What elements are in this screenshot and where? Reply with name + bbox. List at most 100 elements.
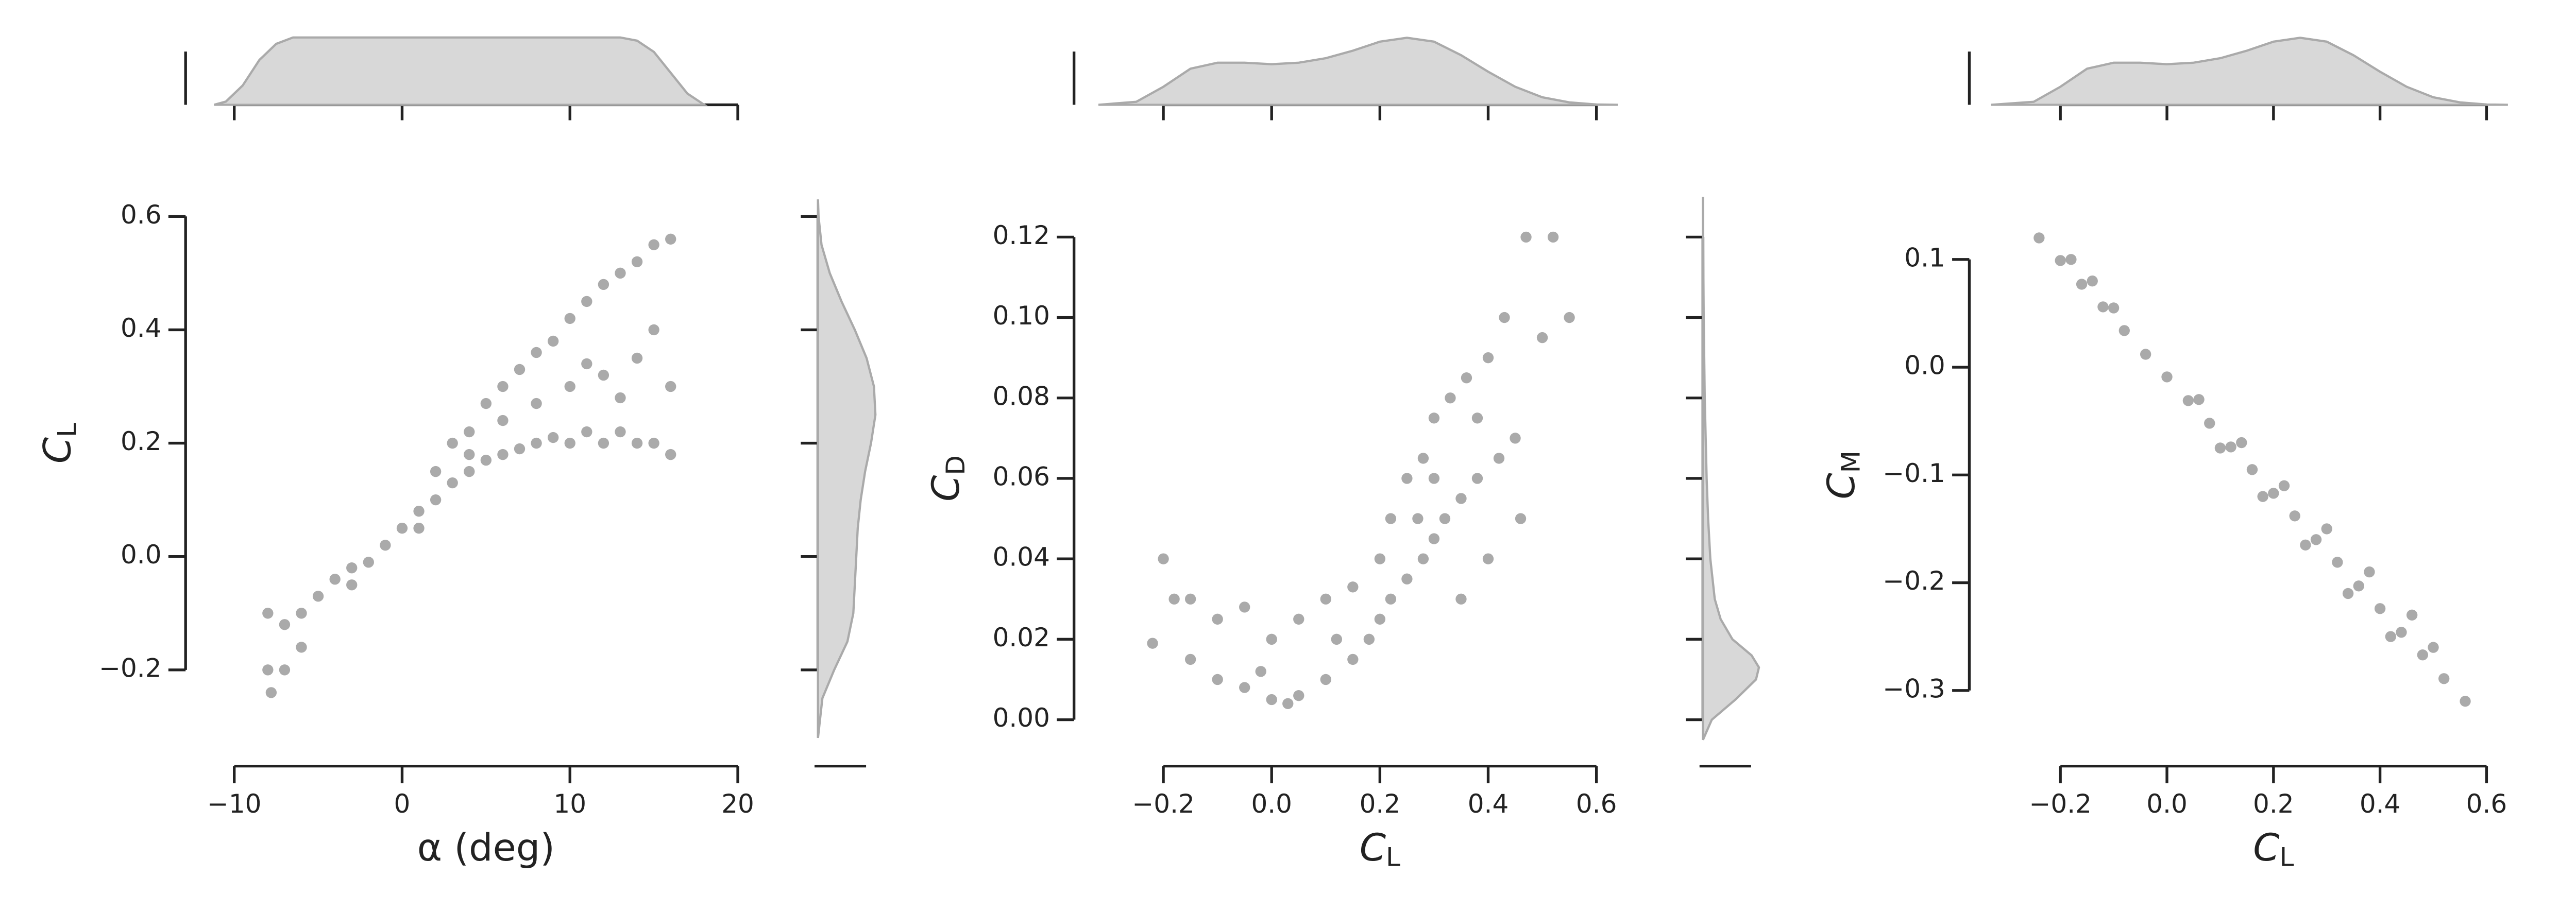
scatter-point	[564, 381, 575, 392]
y-tick-label: 0.04	[993, 542, 1050, 572]
scatter-point	[480, 454, 492, 466]
scatter-point	[1212, 674, 1223, 685]
scatter-point	[665, 449, 676, 460]
scatter-point	[464, 426, 475, 438]
scatter-point	[2460, 696, 2471, 707]
x-tick-label: 0.6	[1576, 789, 1617, 819]
ylabel-label-base: C	[36, 437, 80, 463]
scatter-point	[497, 415, 509, 426]
scatter-point	[1401, 573, 1413, 585]
scatter-point	[1239, 682, 1250, 693]
scatter-point	[547, 335, 559, 347]
scatter-point	[1266, 633, 1277, 645]
scatter-point	[2268, 488, 2279, 499]
x-tick-label: −0.2	[1132, 789, 1194, 819]
xlabel-label-base: C	[2253, 826, 2279, 870]
scatter-point	[615, 426, 626, 438]
scatter-point	[1445, 392, 1456, 404]
scatter-point	[1412, 513, 1423, 524]
scatter-point	[1515, 513, 1527, 524]
marginal-x-kde	[214, 36, 708, 106]
scatter-point	[2364, 566, 2375, 578]
scatter-point	[1520, 231, 1532, 243]
scatter-point	[2108, 302, 2120, 314]
scatter-point	[2097, 301, 2109, 313]
scatter-point	[2087, 275, 2098, 287]
scatter-point	[1282, 698, 1294, 709]
scatter-point	[480, 398, 492, 409]
scatter-point	[1439, 513, 1451, 524]
scatter-point	[1428, 473, 1440, 484]
scatter-point	[2214, 442, 2226, 454]
scatter-point	[2342, 588, 2354, 599]
scatter-point	[1510, 433, 1521, 444]
scatter-point	[363, 557, 374, 568]
scatter-point	[1184, 654, 1196, 665]
scatter-point	[531, 398, 542, 409]
scatter-point	[1239, 601, 1250, 613]
scatter-point	[430, 494, 442, 506]
scatter-point	[1374, 613, 1386, 625]
xlabel-label: α (deg)	[417, 826, 555, 870]
scatter-point	[598, 279, 609, 290]
x-tick-label: 0.4	[1468, 789, 1509, 819]
marginal-y-kde	[817, 199, 877, 738]
scatter-point	[2161, 371, 2173, 383]
scatter-point	[1320, 593, 1331, 605]
scatter-point	[1471, 473, 1483, 484]
scatter-point	[1401, 473, 1413, 484]
scatter-point	[564, 437, 575, 449]
scatter-point	[2353, 580, 2364, 592]
scatter-point	[380, 540, 391, 551]
y-tick-label: 0.10	[993, 301, 1050, 331]
scatter-point	[296, 608, 307, 619]
scatter-point	[514, 443, 526, 455]
y-tick-label: −0.2	[1883, 566, 1945, 596]
y-tick-label: 0.0	[121, 540, 162, 570]
scatter-point	[1493, 453, 1505, 464]
scatter-point	[2438, 673, 2450, 684]
scatter-point	[1374, 553, 1386, 564]
scatter-point	[329, 574, 341, 585]
scatter-point	[531, 347, 542, 358]
scatter-point	[2396, 627, 2407, 638]
scatter-point	[665, 233, 676, 245]
scatter-point	[1212, 613, 1223, 625]
scatter-point	[1417, 553, 1429, 564]
xlabel-label-sub: L	[2279, 842, 2294, 872]
scatter-point	[2310, 534, 2322, 545]
y-tick-label: −0.2	[99, 653, 161, 683]
scatter-point	[346, 579, 358, 591]
scatter-point	[1499, 312, 1510, 323]
scatter-point	[265, 687, 277, 698]
y-tick-label: 0.4	[121, 313, 162, 343]
scatter-point	[1417, 453, 1429, 464]
y-tick-label: 0.2	[121, 426, 162, 456]
x-tick-label: 20	[721, 789, 754, 819]
y-tick-label: 0.08	[993, 381, 1050, 411]
xlabel-label-sub: L	[1386, 842, 1400, 872]
scatter-point	[2278, 480, 2290, 491]
scatter-point	[396, 522, 408, 534]
scatter-point	[2289, 510, 2300, 522]
scatter-point	[598, 437, 609, 449]
xlabel-label-base: C	[1360, 826, 1386, 870]
x-tick-label: 0.6	[2466, 789, 2507, 819]
scatter-point	[581, 358, 592, 370]
scatter-point	[1564, 312, 1575, 323]
scatter-point	[1347, 581, 1359, 593]
scatter-point	[262, 608, 274, 619]
y-tick-label: 0.06	[993, 461, 1050, 491]
scatter-point	[262, 664, 274, 676]
ylabel-label: CD	[924, 455, 970, 502]
marginal-x-kde	[1098, 37, 1618, 106]
x-tick-label: 0.2	[2253, 789, 2294, 819]
scatter-point	[2225, 441, 2236, 453]
scatter-point	[581, 296, 592, 307]
scatter-point	[1428, 412, 1440, 424]
scatter-point	[1184, 593, 1196, 605]
scatter-point	[2236, 437, 2247, 449]
scatter-point	[1482, 352, 1494, 364]
y-tick-label: 0.0	[1904, 351, 1945, 381]
scatter-point	[430, 466, 442, 477]
